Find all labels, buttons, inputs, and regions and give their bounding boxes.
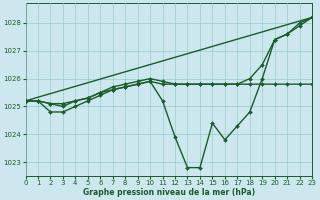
X-axis label: Graphe pression niveau de la mer (hPa): Graphe pression niveau de la mer (hPa): [83, 188, 255, 197]
